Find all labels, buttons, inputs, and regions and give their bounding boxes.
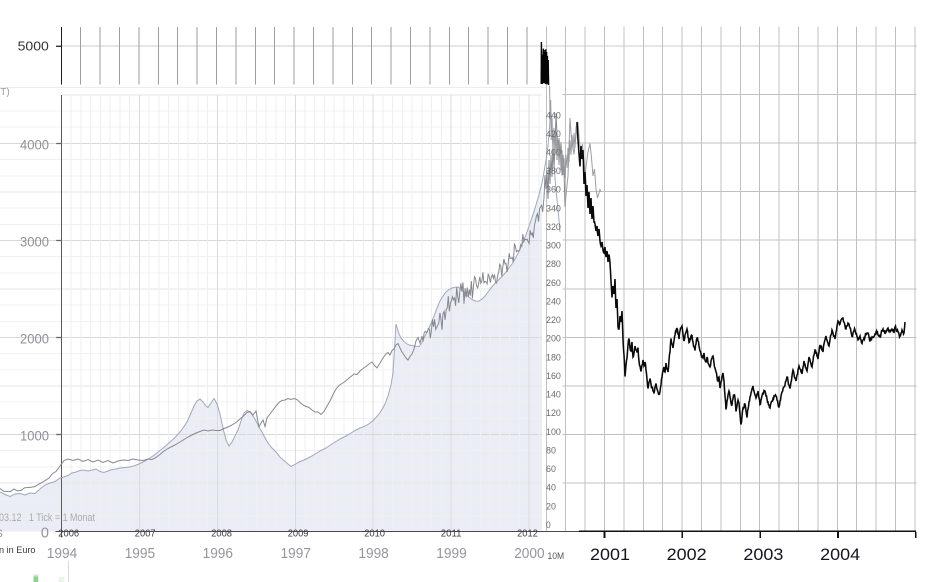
svg-text:120: 120 [546, 408, 561, 419]
svg-text:1996: 1996 [203, 546, 233, 562]
svg-text:1999: 1999 [436, 546, 466, 562]
svg-text:300: 300 [546, 241, 561, 252]
svg-text:20: 20 [546, 501, 556, 512]
svg-text:2008: 2008 [211, 529, 232, 540]
svg-text:03.12 1 Tick = 1 Monat: 03.12 1 Tick = 1 Monat [0, 512, 95, 524]
svg-text:100: 100 [546, 427, 561, 438]
svg-text:n in Euro: n in Euro [0, 545, 36, 556]
svg-text:2010: 2010 [364, 529, 385, 540]
svg-text:1998: 1998 [358, 546, 388, 562]
svg-text:1995: 1995 [125, 546, 155, 562]
svg-text:240: 240 [546, 297, 561, 308]
svg-text:4000: 4000 [20, 137, 49, 152]
svg-text:140: 140 [546, 390, 561, 401]
svg-text:2007: 2007 [135, 529, 156, 540]
svg-text:400: 400 [546, 148, 561, 159]
svg-text:2001: 2001 [590, 546, 630, 564]
svg-text:S: S [0, 528, 3, 540]
svg-text:IT): IT) [0, 87, 10, 98]
svg-text:40: 40 [546, 483, 556, 494]
svg-text:2012: 2012 [517, 529, 538, 540]
svg-text:340: 340 [546, 203, 561, 214]
svg-text:1994: 1994 [47, 546, 77, 562]
svg-text:80: 80 [546, 445, 556, 456]
svg-text:2000: 2000 [20, 331, 49, 346]
svg-text:420: 420 [546, 129, 561, 140]
svg-text:2003: 2003 [743, 546, 783, 564]
svg-text:200: 200 [546, 334, 561, 345]
svg-text:2011: 2011 [441, 529, 462, 540]
svg-text:380: 380 [546, 166, 561, 177]
svg-text:2009: 2009 [288, 529, 309, 540]
svg-text:360: 360 [546, 185, 561, 196]
svg-text:2006: 2006 [58, 529, 79, 540]
svg-text:0: 0 [41, 525, 49, 541]
svg-text:180: 180 [546, 352, 561, 363]
svg-text:0: 0 [546, 520, 551, 531]
svg-text:320: 320 [546, 222, 561, 233]
svg-text:160: 160 [546, 371, 561, 382]
svg-text:1000: 1000 [20, 428, 49, 443]
svg-text:280: 280 [546, 259, 561, 270]
svg-text:10M: 10M [548, 551, 565, 561]
svg-text:2002: 2002 [667, 546, 707, 564]
svg-text:3000: 3000 [20, 234, 49, 249]
svg-text:1997: 1997 [281, 546, 311, 562]
svg-text:5000: 5000 [18, 39, 49, 54]
svg-text:2000: 2000 [514, 546, 544, 562]
svg-text:60: 60 [546, 464, 556, 475]
svg-text:260: 260 [546, 278, 561, 289]
svg-text:220: 220 [546, 315, 561, 326]
svg-text:2004: 2004 [820, 546, 860, 564]
svg-text:440: 440 [546, 110, 561, 121]
